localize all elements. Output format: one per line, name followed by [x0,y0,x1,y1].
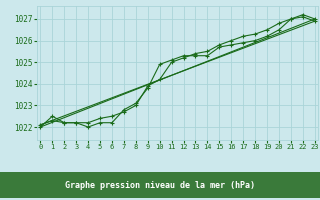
Text: Graphe pression niveau de la mer (hPa): Graphe pression niveau de la mer (hPa) [65,180,255,190]
